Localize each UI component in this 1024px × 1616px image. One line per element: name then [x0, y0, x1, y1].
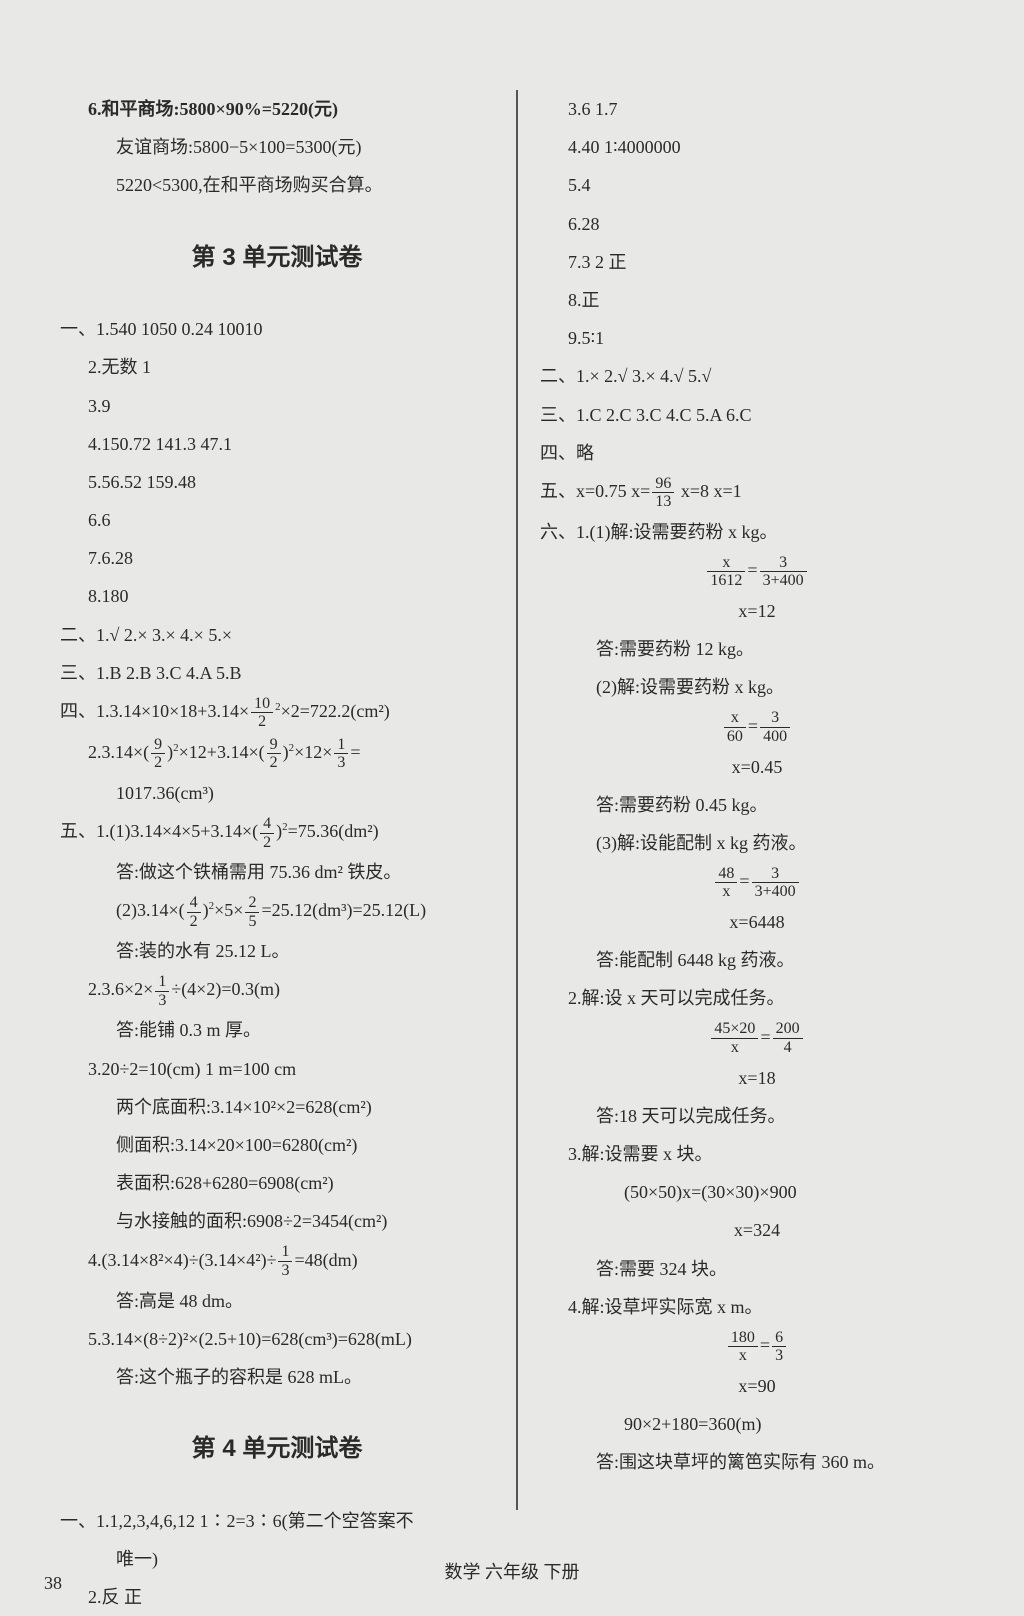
text: 答:围这块草坪的篱笆实际有 360 m。 — [540, 1443, 974, 1481]
text: 90×2+180=360(m) — [540, 1405, 974, 1443]
formula: x60=3400 — [540, 707, 974, 748]
text: 一、1.540 1050 0.24 10010 — [60, 310, 494, 348]
two-column-layout: 6.和平商场:5800×90%=5220(元) 友谊商场:5800−5×100=… — [60, 90, 974, 1510]
text: 5.4 — [540, 166, 974, 204]
text: 8.正 — [540, 281, 974, 319]
text: 9.5∶1 — [540, 319, 974, 357]
formula: 1017.36(cm³) — [60, 774, 494, 812]
text: 友谊商场:5800−5×100=5300(元) — [60, 128, 494, 166]
text: 答:装的水有 25.12 L。 — [60, 932, 494, 970]
text: 6.和平商场:5800×90%=5220(元) — [60, 90, 494, 128]
text: 答:高是 48 dm。 — [60, 1282, 494, 1320]
formula: 4.(3.14×8²×4)÷(3.14×4²)÷13=48(dm) — [60, 1241, 494, 1282]
text: 6.6 — [60, 501, 494, 539]
text: 4.150.72 141.3 47.1 — [60, 425, 494, 463]
text: 答:能铺 0.3 m 厚。 — [60, 1011, 494, 1049]
formula: 五、x=0.75 x=9613 x=8 x=1 — [540, 472, 974, 513]
text: 答:需要 324 块。 — [540, 1250, 974, 1288]
text: 答:能配制 6448 kg 药液。 — [540, 941, 974, 979]
text: 答:做这个铁桶需用 75.36 dm² 铁皮。 — [60, 853, 494, 891]
text: 2.无数 1 — [60, 348, 494, 386]
formula: x1612=33+400 — [540, 551, 974, 592]
formula: 2.3.6×2×13÷(4×2)=0.3(m) — [60, 970, 494, 1011]
formula: 五、1.(1)3.14×4×5+3.14×(42)2=75.36(dm²) — [60, 812, 494, 853]
text: x=0.45 — [540, 748, 974, 786]
text: 5.56.52 159.48 — [60, 463, 494, 501]
page-number: 38 — [44, 1573, 62, 1594]
worksheet-page: 6.和平商场:5800×90%=5220(元) 友谊商场:5800−5×100=… — [0, 0, 1024, 1610]
text: 两个底面积:3.14×10²×2=628(cm²) — [60, 1088, 494, 1126]
formula: 四、1.3.14×10×18+3.14×1022×2=722.2(cm²) — [60, 692, 494, 733]
formula: 45×20x=2004 — [540, 1018, 974, 1059]
text: 4.40 1∶4000000 — [540, 128, 974, 166]
text: 4.解:设草坪实际宽 x m。 — [540, 1288, 974, 1326]
section-heading: 第 4 单元测试卷 — [60, 1420, 494, 1478]
left-column: 6.和平商场:5800×90%=5220(元) 友谊商场:5800−5×100=… — [60, 90, 512, 1510]
text: 3.解:设需要 x 块。 — [540, 1135, 974, 1173]
text: 2.解:设 x 天可以完成任务。 — [540, 979, 974, 1017]
right-column: 3.6 1.7 4.40 1∶4000000 5.4 6.28 7.3 2 正 … — [522, 90, 974, 1510]
text: 三、1.C 2.C 3.C 4.C 5.A 6.C — [540, 396, 974, 434]
text: 6.28 — [540, 205, 974, 243]
text: 六、1.(1)解:设需要药粉 x kg。 — [540, 513, 974, 551]
text: 3.20÷2=10(cm) 1 m=100 cm — [60, 1050, 494, 1088]
text: 答:需要药粉 12 kg。 — [540, 630, 974, 668]
text: 答:这个瓶子的容积是 628 mL。 — [60, 1358, 494, 1396]
text: 7.6.28 — [60, 539, 494, 577]
formula: 2.3.14×(92)2×12+3.14×(92)2×12×13= — [60, 733, 494, 774]
text: 三、1.B 2.B 3.C 4.A 5.B — [60, 654, 494, 692]
text: x=90 — [540, 1367, 974, 1405]
formula: (2)3.14×(42)2×5×25=25.12(dm³)=25.12(L) — [60, 891, 494, 932]
text: 二、1.√ 2.× 3.× 4.× 5.× — [60, 616, 494, 654]
column-divider — [516, 90, 518, 1510]
text: 四、略 — [540, 434, 974, 472]
text: x=12 — [540, 592, 974, 630]
text: 一、1.1,2,3,4,6,12 1∶2=3∶6(第二个空答案不 — [60, 1502, 494, 1540]
text: 答:18 天可以完成任务。 — [540, 1097, 974, 1135]
text: 7.3 2 正 — [540, 243, 974, 281]
text: 二、1.× 2.√ 3.× 4.√ 5.√ — [540, 357, 974, 395]
text: x=18 — [540, 1059, 974, 1097]
text: x=6448 — [540, 903, 974, 941]
text: 侧面积:3.14×20×100=6280(cm²) — [60, 1126, 494, 1164]
text: (2)解:设需要药粉 x kg。 — [540, 668, 974, 706]
formula: 48x=33+400 — [540, 862, 974, 903]
text: 3.6 1.7 — [540, 90, 974, 128]
text: 8.180 — [60, 577, 494, 615]
page-footer: 数学 六年级 下册 — [0, 1558, 1024, 1584]
section-heading: 第 3 单元测试卷 — [60, 229, 494, 287]
text: (50×50)x=(30×30)×900 — [540, 1173, 974, 1211]
text: 表面积:628+6280=6908(cm²) — [60, 1164, 494, 1202]
text: x=324 — [540, 1211, 974, 1249]
text: (3)解:设能配制 x kg 药液。 — [540, 824, 974, 862]
formula: 180x=63 — [540, 1326, 974, 1367]
text: 3.9 — [60, 387, 494, 425]
text: 5220<5300,在和平商场购买合算。 — [60, 166, 494, 204]
text: 答:需要药粉 0.45 kg。 — [540, 786, 974, 824]
text: 5.3.14×(8÷2)²×(2.5+10)=628(cm³)=628(mL) — [60, 1320, 494, 1358]
text: 与水接触的面积:6908÷2=3454(cm²) — [60, 1202, 494, 1240]
